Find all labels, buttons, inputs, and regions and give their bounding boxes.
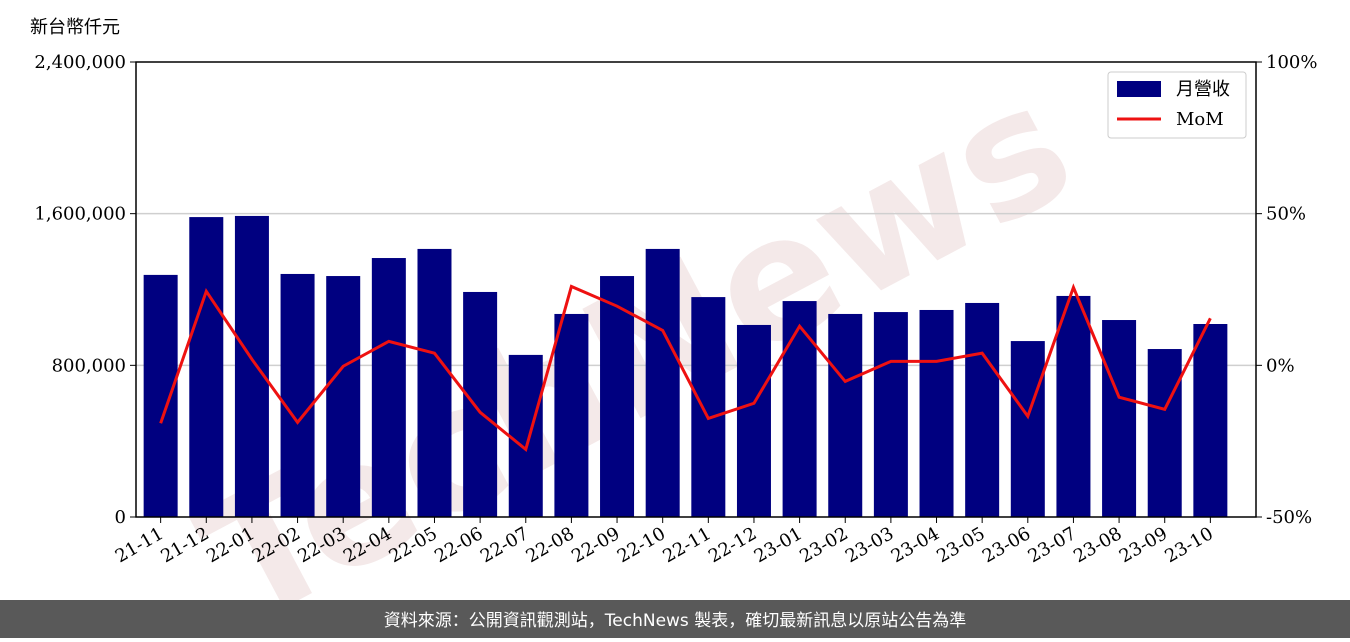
legend: 月營收 MoM xyxy=(1107,71,1247,139)
bar xyxy=(1056,295,1091,517)
x-tick-label: 22-11 xyxy=(659,523,714,567)
bar xyxy=(1010,341,1045,517)
y2-tick-label: 50% xyxy=(1266,204,1306,225)
y-axis-unit: 新台幣仟元 xyxy=(30,17,120,38)
x-tick-label: 23-07 xyxy=(1025,523,1080,567)
x-tick-label: 23-03 xyxy=(842,523,897,567)
x-tick-label: 23-04 xyxy=(888,523,943,567)
x-tick-label: 22-09 xyxy=(568,523,623,567)
bar xyxy=(691,297,726,517)
legend-swatch xyxy=(1117,81,1161,97)
mom-line xyxy=(159,283,1212,452)
x-tick-label: 21-12 xyxy=(157,523,212,567)
x-tick-label: 22-12 xyxy=(705,523,760,567)
bar xyxy=(600,276,635,517)
bar xyxy=(280,273,315,517)
bar xyxy=(326,276,361,517)
x-tick-label: 23-01 xyxy=(751,523,806,567)
x-tick-label: 23-09 xyxy=(1116,523,1171,567)
bar xyxy=(189,217,224,517)
bar xyxy=(736,324,771,517)
bar xyxy=(1102,320,1137,517)
plot-frame xyxy=(135,61,1257,518)
bar xyxy=(508,354,543,517)
footer-bar xyxy=(0,600,1350,638)
y2-tick-label: 100% xyxy=(1266,52,1317,73)
bar xyxy=(417,248,452,517)
y-tick-label: 800,000 xyxy=(52,355,126,376)
bar xyxy=(828,313,863,517)
bar xyxy=(873,312,908,517)
bar xyxy=(965,302,1000,517)
y-tick-label: 0 xyxy=(115,507,126,528)
x-tick-label: 23-10 xyxy=(1161,523,1216,567)
x-tick-label: 23-06 xyxy=(979,523,1034,567)
legend-label: MoM xyxy=(1176,109,1224,130)
bar xyxy=(234,215,269,518)
bar xyxy=(371,258,406,517)
footer: 資料來源：公開資訊觀測站，TechNews 製表，確切最新訊息以原站公告為準 xyxy=(384,611,966,631)
bar xyxy=(1147,349,1182,517)
y2-tick-label: 0% xyxy=(1266,355,1295,376)
y-tick-label: 2,400,000 xyxy=(34,52,126,73)
bar xyxy=(463,291,498,517)
x-tick-label: 22-10 xyxy=(614,523,669,567)
bar xyxy=(645,248,680,517)
x-tick-label: 22-08 xyxy=(522,523,577,567)
bar xyxy=(919,309,954,517)
x-tick-label: 23-02 xyxy=(796,523,851,567)
bar xyxy=(143,274,178,517)
y2-tick-label: -50% xyxy=(1266,507,1312,528)
x-tick-label: 23-05 xyxy=(933,523,988,567)
x-tick-label: 23-08 xyxy=(1070,523,1125,567)
x-tick-label: 21-11 xyxy=(112,523,167,567)
legend-label: 月營收 xyxy=(1176,79,1230,100)
bar xyxy=(782,301,817,517)
bar xyxy=(1193,324,1228,517)
bar xyxy=(554,313,589,517)
y-tick-label: 1,600,000 xyxy=(34,204,126,225)
